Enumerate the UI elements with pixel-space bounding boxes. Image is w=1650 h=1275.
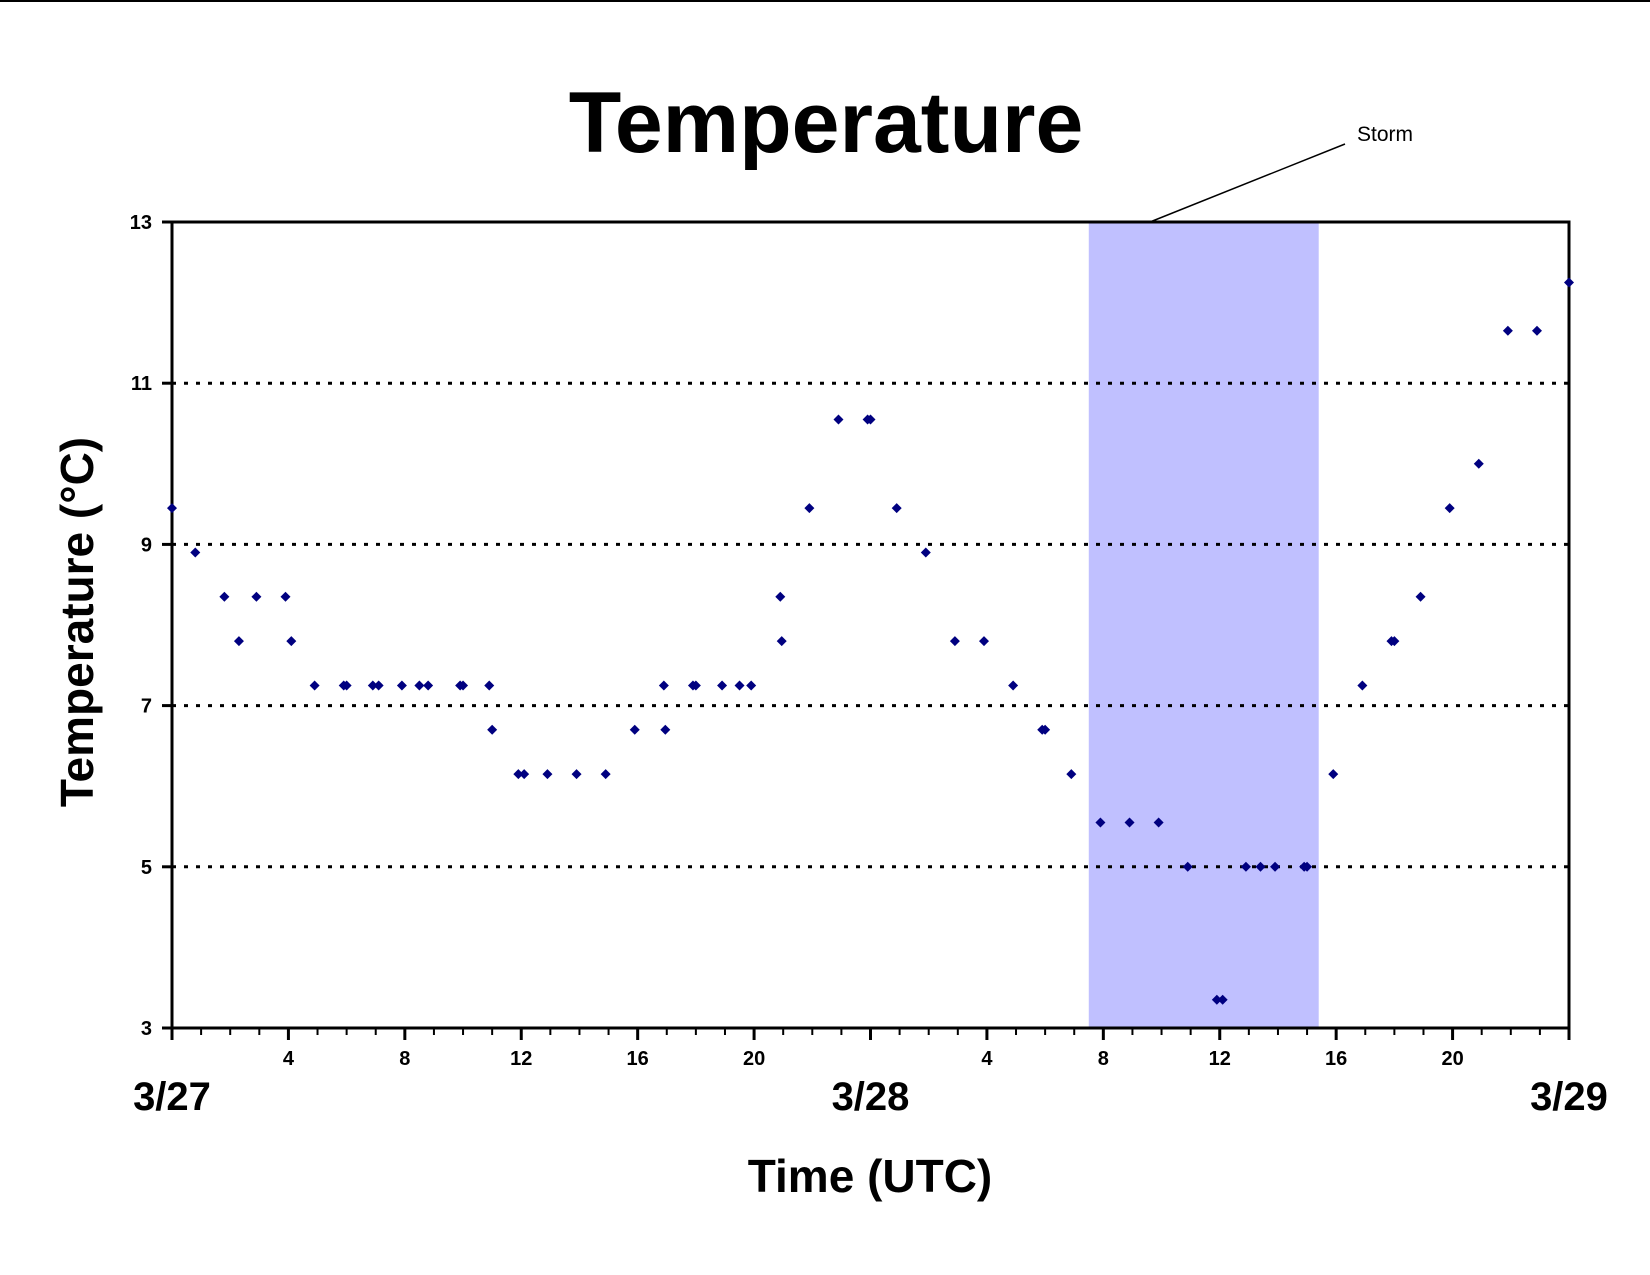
x-tick-label: 12 <box>510 1048 532 1070</box>
data-point <box>629 724 640 735</box>
storm-annotation: Storm <box>1149 123 1413 223</box>
x-tick-label: 4 <box>283 1048 295 1070</box>
data-point <box>1040 724 1051 735</box>
y-tick-label: 13 <box>130 212 152 234</box>
data-point <box>1444 503 1455 514</box>
x-tick-label: 20 <box>1441 1048 1463 1070</box>
data-point <box>746 680 757 691</box>
chart-title: Temperature <box>569 75 1084 171</box>
data-point <box>1502 325 1513 336</box>
data-point <box>1473 458 1484 469</box>
x-tick-label: 4 <box>981 1048 993 1070</box>
grid-lines <box>172 381 1569 869</box>
data-point <box>776 636 787 647</box>
data-point <box>1153 817 1164 828</box>
data-point <box>949 636 960 647</box>
x-tick-label: 8 <box>399 1048 410 1070</box>
y-tick-label: 9 <box>141 534 152 556</box>
data-point <box>251 591 262 602</box>
data-point <box>367 680 378 691</box>
data-point <box>513 769 524 780</box>
data-point <box>1328 769 1339 780</box>
data-point <box>233 636 244 647</box>
x-tick-label: 16 <box>627 1048 649 1070</box>
plot-area <box>167 220 1574 1030</box>
data-point <box>1217 994 1228 1005</box>
plot-frame <box>170 220 1571 1030</box>
data-point <box>1240 861 1251 872</box>
y-axis-title: Temperature (°C) <box>51 437 103 807</box>
data-point <box>190 547 201 558</box>
data-point <box>833 414 844 425</box>
data-point <box>167 503 177 514</box>
y-tick-label: 3 <box>141 1018 152 1040</box>
data-point <box>1008 680 1019 691</box>
x-tick-label: 16 <box>1325 1048 1347 1070</box>
data-point <box>373 680 384 691</box>
data-point <box>341 680 352 691</box>
x-axis-title: Time (UTC) <box>748 1150 993 1202</box>
data-point <box>458 680 469 691</box>
data-point <box>920 547 931 558</box>
data-point <box>519 769 530 780</box>
data-point <box>1066 769 1077 780</box>
storm-callout-line <box>1149 143 1346 223</box>
data-point <box>280 591 291 602</box>
x-tick-label: 8 <box>1098 1048 1109 1070</box>
y-tick-label: 5 <box>141 857 152 879</box>
data-point <box>219 591 230 602</box>
date-label: 3/27 <box>133 1075 211 1119</box>
data-point <box>484 680 495 691</box>
data-point <box>487 724 498 735</box>
data-point <box>1095 817 1106 828</box>
x-tick-label: 20 <box>743 1048 765 1070</box>
data-point <box>286 636 297 647</box>
data-point <box>1389 636 1400 647</box>
data-point <box>1255 861 1266 872</box>
x-axis: 4 8 12 16 20 4 8 12 16 20 3/27 3/28 3/29 <box>133 1028 1608 1119</box>
data-point <box>804 503 815 514</box>
date-label: 3/28 <box>832 1075 910 1119</box>
y-tick-label: 7 <box>141 696 152 718</box>
data-point <box>1302 861 1313 872</box>
data-markers <box>167 277 1574 1005</box>
data-point <box>734 680 745 691</box>
data-point <box>979 636 990 647</box>
data-point <box>865 414 876 425</box>
data-point <box>1415 591 1426 602</box>
storm-label: Storm <box>1357 123 1413 146</box>
data-point <box>891 503 902 514</box>
storm-shaded-region <box>1088 222 1319 1028</box>
data-point <box>414 680 425 691</box>
data-point <box>775 591 786 602</box>
data-point <box>717 680 728 691</box>
data-point <box>309 680 320 691</box>
data-point <box>1182 861 1193 872</box>
data-point <box>1270 861 1281 872</box>
data-point <box>1124 817 1135 828</box>
x-tick-label: 12 <box>1209 1048 1231 1070</box>
data-point <box>1211 994 1222 1005</box>
data-point <box>396 680 407 691</box>
data-point <box>542 769 553 780</box>
data-point <box>423 680 434 691</box>
date-label: 3/29 <box>1530 1075 1608 1119</box>
data-point <box>660 724 671 735</box>
data-point <box>1357 680 1368 691</box>
data-point <box>571 769 582 780</box>
y-axis: 3 5 7 9 11 13 <box>130 212 172 1040</box>
y-tick-label: 11 <box>131 373 152 395</box>
data-point <box>690 680 701 691</box>
data-point <box>600 769 611 780</box>
data-point <box>658 680 669 691</box>
data-point <box>1564 277 1574 288</box>
data-point <box>1531 325 1542 336</box>
